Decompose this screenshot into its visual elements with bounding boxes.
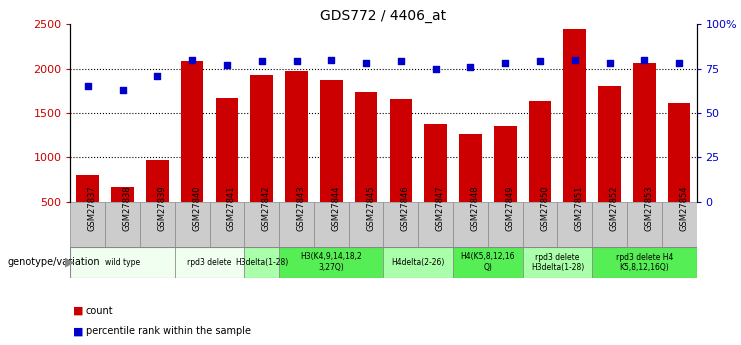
Text: GSM27845: GSM27845 [366, 186, 375, 231]
Point [256, 59, 268, 64]
Bar [384, 202, 418, 247]
Text: count: count [86, 306, 113, 315]
Point [186, 57, 198, 62]
Text: GSM27847: GSM27847 [436, 186, 445, 231]
Text: GSM27851: GSM27851 [575, 186, 584, 231]
Bar [390, 99, 412, 246]
Point [430, 66, 442, 71]
Bar [633, 63, 656, 246]
Point [360, 60, 372, 66]
Text: rpd3 delete: rpd3 delete [187, 258, 232, 267]
Text: GSM27853: GSM27853 [645, 186, 654, 231]
Point [221, 62, 233, 68]
Text: H3(K4,9,14,18,2
3,27Q): H3(K4,9,14,18,2 3,27Q) [300, 253, 362, 272]
Bar [210, 202, 245, 247]
Text: GSM27838: GSM27838 [122, 186, 132, 231]
Bar [279, 202, 314, 247]
Bar [453, 202, 488, 247]
Text: GSM27854: GSM27854 [679, 186, 688, 231]
Bar [425, 124, 447, 246]
Bar [279, 247, 384, 278]
Point [290, 59, 302, 64]
Bar [245, 202, 279, 247]
Bar [528, 100, 551, 246]
Point [465, 64, 476, 70]
Text: GSM27850: GSM27850 [540, 186, 549, 231]
Bar [216, 98, 239, 246]
Text: GSM27844: GSM27844 [331, 186, 340, 231]
Point [82, 83, 93, 89]
Text: rpd3 delete
H3delta(1-28): rpd3 delete H3delta(1-28) [531, 253, 584, 272]
Bar [70, 247, 175, 278]
Bar [181, 61, 204, 246]
Title: GDS772 / 4406_at: GDS772 / 4406_at [320, 9, 447, 23]
Point [499, 60, 511, 66]
Text: GSM27837: GSM27837 [87, 186, 97, 231]
Bar [250, 75, 273, 246]
Bar [384, 247, 453, 278]
Bar [349, 202, 384, 247]
Bar [140, 202, 175, 247]
Point [151, 73, 163, 78]
Text: ■: ■ [73, 326, 83, 336]
Text: GSM27849: GSM27849 [505, 186, 514, 231]
Text: GSM27840: GSM27840 [192, 186, 201, 231]
Bar [592, 247, 697, 278]
Text: GSM27846: GSM27846 [401, 186, 410, 231]
Bar [111, 187, 134, 246]
Point [639, 57, 651, 62]
Bar [320, 80, 342, 246]
Text: GSM27839: GSM27839 [157, 186, 167, 231]
Text: ■: ■ [73, 306, 83, 315]
Point [534, 59, 546, 64]
Text: rpd3 delete H4
K5,8,12,16Q): rpd3 delete H4 K5,8,12,16Q) [616, 253, 673, 272]
Point [674, 60, 685, 66]
Bar [627, 202, 662, 247]
Bar [175, 202, 210, 247]
Text: GSM27852: GSM27852 [610, 186, 619, 231]
Bar [175, 247, 245, 278]
Bar [314, 202, 349, 247]
Point [116, 87, 128, 93]
Bar [245, 247, 279, 278]
Bar [522, 247, 592, 278]
Point [395, 59, 407, 64]
Bar [662, 202, 697, 247]
Bar [592, 202, 627, 247]
Bar [105, 202, 140, 247]
Text: percentile rank within the sample: percentile rank within the sample [86, 326, 251, 336]
Point [604, 60, 616, 66]
Text: GSM27848: GSM27848 [471, 186, 479, 231]
Text: H4(K5,8,12,16
Q): H4(K5,8,12,16 Q) [461, 253, 515, 272]
Bar [459, 134, 482, 246]
Text: H4delta(2-26): H4delta(2-26) [391, 258, 445, 267]
Text: ▶: ▶ [65, 256, 75, 269]
Bar [285, 71, 308, 246]
Bar [355, 92, 377, 246]
Bar [557, 202, 592, 247]
Bar [146, 160, 169, 246]
Bar [563, 29, 586, 246]
Bar [76, 175, 99, 246]
Text: wild type: wild type [105, 258, 140, 267]
Text: GSM27841: GSM27841 [227, 186, 236, 231]
Bar [488, 202, 522, 247]
Bar [494, 126, 516, 246]
Point [325, 57, 337, 62]
Point [569, 57, 581, 62]
Bar [418, 202, 453, 247]
Bar [522, 202, 557, 247]
Text: GSM27843: GSM27843 [296, 186, 305, 231]
Text: GSM27842: GSM27842 [262, 186, 270, 231]
Bar [598, 86, 621, 246]
Text: H3delta(1-28): H3delta(1-28) [235, 258, 288, 267]
Bar [668, 103, 691, 246]
Bar [70, 202, 105, 247]
Bar [453, 247, 522, 278]
Text: genotype/variation: genotype/variation [7, 257, 100, 267]
